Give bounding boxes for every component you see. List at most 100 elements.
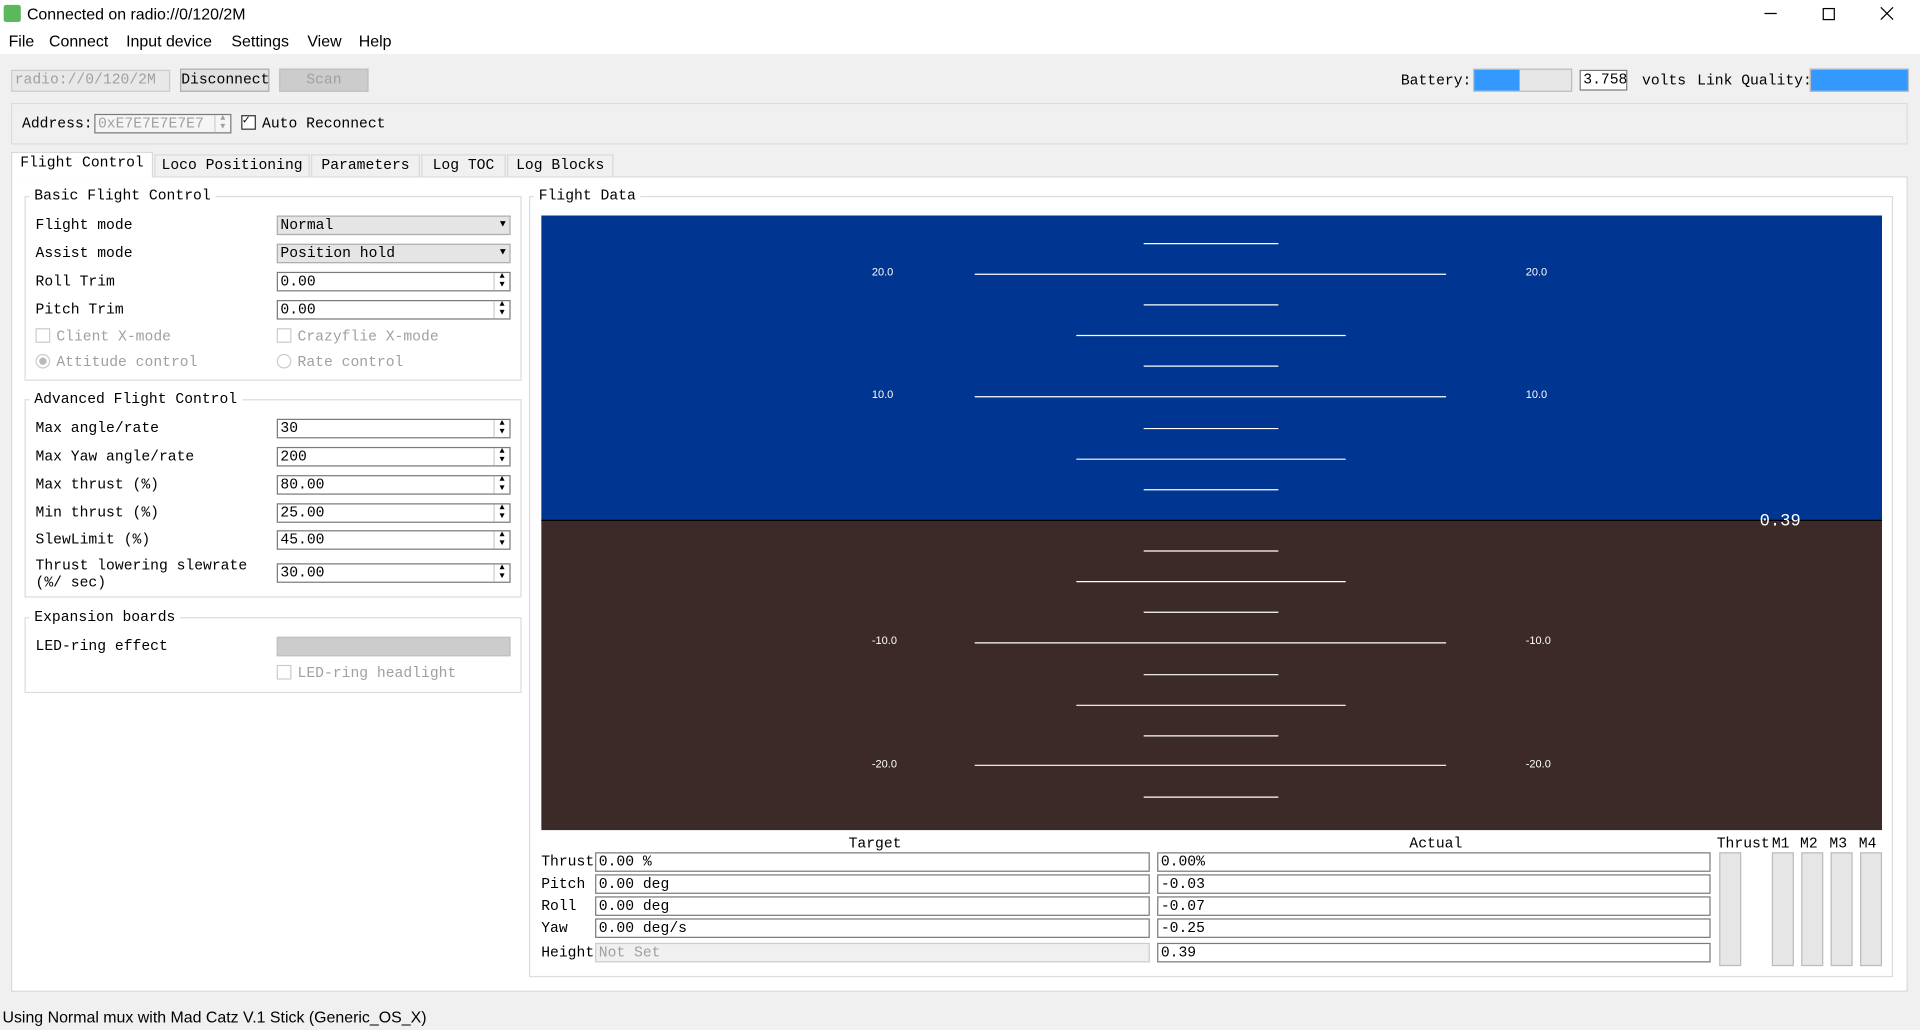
form-label: Max Yaw angle/rate <box>35 448 195 466</box>
spin-box[interactable]: 45.00 ▲ ▼ <box>276 530 511 550</box>
spin-arrows: ▲ ▼ <box>493 448 509 466</box>
motor-bar <box>1830 852 1853 967</box>
motor-bar <box>1860 852 1883 967</box>
maximize[interactable] <box>1822 7 1835 21</box>
address-spin[interactable]: 0xE7E7E7E7E7 ▲ ▼ <box>94 113 232 134</box>
menu-item[interactable]: Connect <box>48 31 109 51</box>
scan-button[interactable]: Scan <box>279 68 369 92</box>
row-label: Roll <box>541 897 577 915</box>
tab[interactable]: Parameters <box>311 154 421 177</box>
form-label: Flight mode <box>35 216 133 234</box>
row-label: Yaw <box>541 919 568 937</box>
spin-box[interactable]: 200 ▲ ▼ <box>276 446 511 467</box>
spin-arrows: ▲ ▼ <box>493 272 509 291</box>
form-label: Max angle/rate <box>35 420 159 438</box>
motor-label: M1 <box>1771 835 1790 853</box>
target-field: 0.00 deg/s <box>595 918 1150 938</box>
combo-box[interactable] <box>276 636 511 657</box>
tab[interactable]: Log Blocks <box>506 154 614 177</box>
form-label: Thrust lowering slewrate (%/ sec) <box>35 557 248 592</box>
checkbox[interactable] <box>276 328 292 343</box>
link-quality-label: Link Quality: <box>1697 72 1812 90</box>
pitch-label: 20.0 <box>872 267 893 279</box>
tab[interactable]: Log TOC <box>421 154 506 177</box>
target-field: 0.00 % <box>595 852 1150 872</box>
spin-arrows: ▲ ▼ <box>493 476 509 494</box>
form-label: Roll Trim <box>35 273 115 291</box>
checkbox-label: Crazyflie X-mode <box>297 328 439 346</box>
battery-label: Battery: <box>1400 72 1472 90</box>
row-label: Thrust <box>541 853 595 871</box>
spin-box[interactable]: 0.00 ▲ ▼ <box>276 271 511 292</box>
sky <box>541 215 1883 521</box>
auto-reconnect-label: Auto Reconnect <box>262 115 386 133</box>
title-bar <box>0 0 1920 30</box>
form-label: Min thrust (%) <box>35 504 159 522</box>
window-title: Connected on radio://0/120/2M <box>26 4 246 24</box>
group-box <box>24 399 522 598</box>
radio[interactable] <box>276 353 292 369</box>
uri-combo[interactable]: radio://0/120/2M <box>11 69 171 92</box>
menu-item[interactable]: Settings <box>231 31 289 51</box>
combo-box[interactable]: Position hold ▼ <box>276 243 511 264</box>
combo-arrow: ▼ <box>499 247 506 259</box>
motor-label: Thrust <box>1716 835 1770 853</box>
spin-arrows: ▲ ▼ <box>493 504 509 522</box>
group-title: Advanced Flight Control <box>29 390 243 408</box>
close[interactable] <box>1880 6 1894 21</box>
form-label: LED-ring effect <box>35 637 168 656</box>
row-label: Pitch <box>541 875 586 893</box>
checkbox[interactable] <box>35 328 51 343</box>
battery-fill <box>1474 69 1520 91</box>
spin-arrows: ▲ ▼ <box>493 301 509 319</box>
menu-item[interactable]: Input device <box>126 31 212 51</box>
tab[interactable]: Loco Positioning <box>154 154 310 177</box>
target-field: 0.00 deg <box>595 874 1150 894</box>
pitch-label: -10.0 <box>872 635 897 647</box>
group-title: Flight Data <box>533 187 641 205</box>
actual-field: -0.03 <box>1157 874 1711 894</box>
menu-item[interactable]: File <box>8 31 35 51</box>
window-controls[interactable] <box>1751 0 1910 29</box>
spin-box[interactable]: 30 ▲ ▼ <box>276 418 511 439</box>
spin-arrows: ▲ ▼ <box>214 114 230 133</box>
tab[interactable]: Flight Control <box>11 151 154 178</box>
spin-box[interactable]: 30.00 ▲ ▼ <box>276 563 511 583</box>
motor-label: M4 <box>1858 835 1877 853</box>
group-box <box>24 617 522 694</box>
menu-item[interactable]: View <box>307 31 342 51</box>
pitch-label: 20.0 <box>1526 267 1547 279</box>
combo-box[interactable]: Normal ▼ <box>276 215 511 236</box>
spin-box[interactable]: 0.00 ▲ ▼ <box>276 300 511 320</box>
column-header: Actual <box>1409 835 1463 853</box>
spin-box[interactable]: 25.00 ▲ ▼ <box>276 503 511 523</box>
target-field: Not Set <box>595 942 1150 963</box>
motor-bar <box>1771 852 1794 967</box>
spin-arrows: ▲ ▼ <box>493 531 509 549</box>
artificial-horizon: 20.0 20.0 10.0 10.0 -10.0 -10.0 -20.0 -20.0 <box>541 215 1883 831</box>
disconnect-button[interactable]: Disconnect <box>180 68 269 92</box>
motor-bar <box>1801 852 1824 967</box>
address-label: Address: <box>22 115 93 133</box>
checkbox-label: LED-ring headlight <box>297 664 457 683</box>
link-quality-bar <box>1809 68 1909 92</box>
group-title: Basic Flight Control <box>29 187 216 205</box>
menu-item[interactable]: Help <box>358 31 392 51</box>
spin-box[interactable]: 80.00 ▲ ▼ <box>276 475 511 495</box>
actual-field: 0.00% <box>1157 852 1711 872</box>
checkbox[interactable] <box>276 664 292 680</box>
form-label: Pitch Trim <box>35 301 124 319</box>
app-icon <box>3 4 21 23</box>
pitch-label: -20.0 <box>1526 759 1551 771</box>
row-label: Height <box>541 944 595 962</box>
pitch-label: 10.0 <box>872 389 893 401</box>
address-panel <box>11 102 1908 145</box>
radio[interactable] <box>35 353 51 369</box>
menu-bar <box>0 29 1920 54</box>
auto-reconnect-checkbox[interactable]: ✓ <box>241 115 256 130</box>
volts-label: volts <box>1642 72 1687 90</box>
battery-bar <box>1473 68 1573 92</box>
radio-dot <box>39 357 47 365</box>
altitude-label: 0.39 <box>1759 511 1801 532</box>
